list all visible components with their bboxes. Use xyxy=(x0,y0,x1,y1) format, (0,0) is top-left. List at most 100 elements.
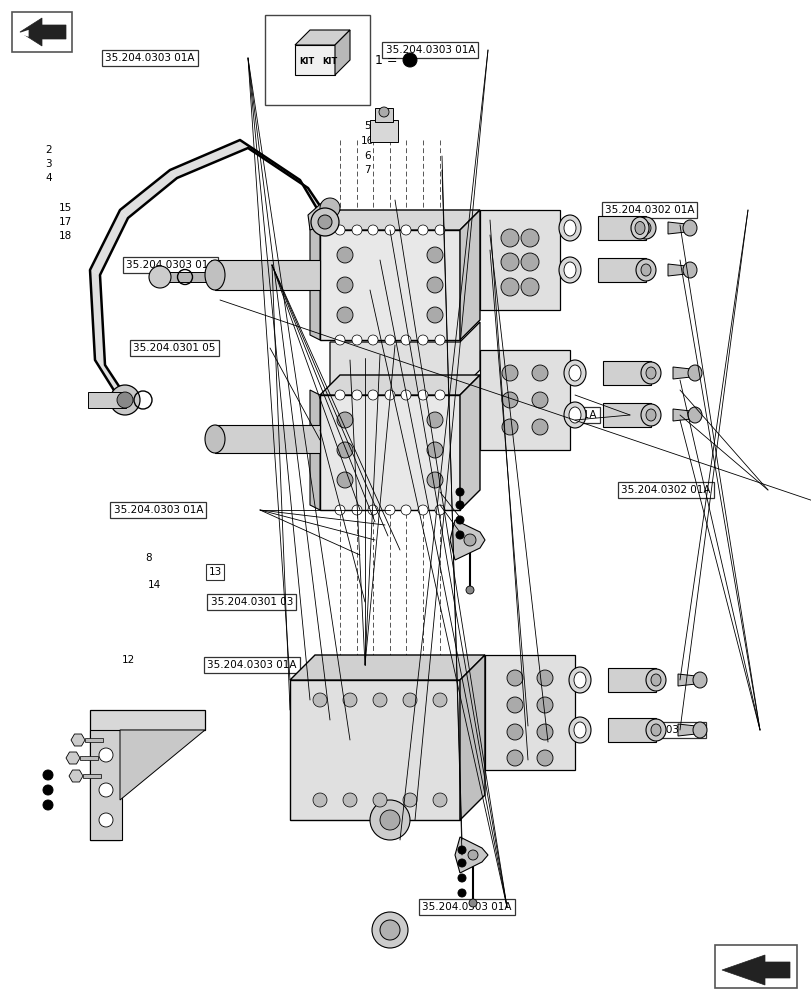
Circle shape xyxy=(99,813,113,827)
Circle shape xyxy=(117,392,133,408)
Circle shape xyxy=(380,810,400,830)
Ellipse shape xyxy=(573,722,586,738)
Ellipse shape xyxy=(569,407,581,423)
Circle shape xyxy=(536,670,552,686)
Text: KIT: KIT xyxy=(299,57,314,66)
Circle shape xyxy=(337,412,353,428)
Circle shape xyxy=(466,586,474,594)
Circle shape xyxy=(379,107,388,117)
Circle shape xyxy=(427,412,443,428)
Circle shape xyxy=(506,697,522,713)
Circle shape xyxy=(521,253,539,271)
Text: 35.204.0301 05: 35.204.0301 05 xyxy=(133,343,216,353)
Circle shape xyxy=(335,505,345,515)
Text: 35.204.0303 01A: 35.204.0303 01A xyxy=(105,53,195,63)
Polygon shape xyxy=(120,730,204,800)
Circle shape xyxy=(367,225,378,235)
Text: 15: 15 xyxy=(58,203,71,213)
Polygon shape xyxy=(329,322,479,390)
Ellipse shape xyxy=(687,407,702,423)
Circle shape xyxy=(531,392,547,408)
Polygon shape xyxy=(335,30,350,75)
Text: 16: 16 xyxy=(363,458,375,468)
Circle shape xyxy=(43,770,53,780)
Circle shape xyxy=(351,225,362,235)
Circle shape xyxy=(312,793,327,807)
Bar xyxy=(603,361,650,385)
Circle shape xyxy=(501,392,517,408)
Polygon shape xyxy=(320,395,460,510)
Polygon shape xyxy=(460,375,479,510)
Text: 5: 5 xyxy=(364,121,371,131)
Bar xyxy=(155,272,217,282)
Circle shape xyxy=(312,693,327,707)
Circle shape xyxy=(500,229,518,247)
Circle shape xyxy=(418,505,427,515)
Circle shape xyxy=(457,874,466,882)
Ellipse shape xyxy=(646,367,655,379)
Ellipse shape xyxy=(650,674,660,686)
Text: 35.204.0302 01A: 35.204.0302 01A xyxy=(604,205,693,215)
Text: 6: 6 xyxy=(364,151,371,161)
Circle shape xyxy=(335,335,345,345)
Circle shape xyxy=(351,335,362,345)
Ellipse shape xyxy=(573,672,586,688)
Ellipse shape xyxy=(687,365,702,381)
Circle shape xyxy=(371,912,407,948)
Circle shape xyxy=(342,793,357,807)
Circle shape xyxy=(99,783,113,797)
Polygon shape xyxy=(294,45,335,75)
Circle shape xyxy=(456,501,463,509)
Circle shape xyxy=(351,505,362,515)
Text: 10: 10 xyxy=(422,721,435,731)
Polygon shape xyxy=(90,710,204,840)
Polygon shape xyxy=(290,680,460,820)
Circle shape xyxy=(501,419,517,435)
Ellipse shape xyxy=(558,257,581,283)
Circle shape xyxy=(401,335,410,345)
Text: 7: 7 xyxy=(364,165,371,175)
Ellipse shape xyxy=(564,360,586,386)
Text: 35.204.0303 01A: 35.204.0303 01A xyxy=(126,260,215,270)
Circle shape xyxy=(43,800,53,810)
Circle shape xyxy=(372,693,387,707)
Circle shape xyxy=(506,724,522,740)
Circle shape xyxy=(342,693,357,707)
Circle shape xyxy=(435,390,444,400)
Polygon shape xyxy=(90,270,105,365)
Polygon shape xyxy=(120,170,177,218)
Circle shape xyxy=(457,889,466,897)
Text: 3: 3 xyxy=(45,159,52,169)
Circle shape xyxy=(427,247,443,263)
Text: 35.204.0302 01A: 35.204.0302 01A xyxy=(620,485,710,495)
Polygon shape xyxy=(294,30,350,45)
Bar xyxy=(607,668,655,692)
Circle shape xyxy=(501,365,517,381)
Circle shape xyxy=(418,390,427,400)
Ellipse shape xyxy=(692,672,706,688)
Polygon shape xyxy=(95,360,130,403)
Circle shape xyxy=(401,225,410,235)
Ellipse shape xyxy=(635,217,655,239)
Ellipse shape xyxy=(635,259,655,281)
Circle shape xyxy=(384,335,394,345)
Bar xyxy=(215,425,320,453)
Circle shape xyxy=(531,419,547,435)
Ellipse shape xyxy=(564,220,575,236)
Polygon shape xyxy=(667,222,689,234)
Circle shape xyxy=(427,307,443,323)
Polygon shape xyxy=(320,230,460,340)
Circle shape xyxy=(536,750,552,766)
Polygon shape xyxy=(20,18,66,46)
Circle shape xyxy=(418,335,427,345)
Ellipse shape xyxy=(204,260,225,290)
Text: 1 =: 1 = xyxy=(375,53,397,66)
Circle shape xyxy=(337,442,353,458)
Ellipse shape xyxy=(630,217,648,239)
Circle shape xyxy=(401,505,410,515)
Text: 2: 2 xyxy=(45,145,52,155)
Bar xyxy=(375,108,393,122)
Circle shape xyxy=(427,277,443,293)
Circle shape xyxy=(432,693,446,707)
Polygon shape xyxy=(240,140,307,188)
